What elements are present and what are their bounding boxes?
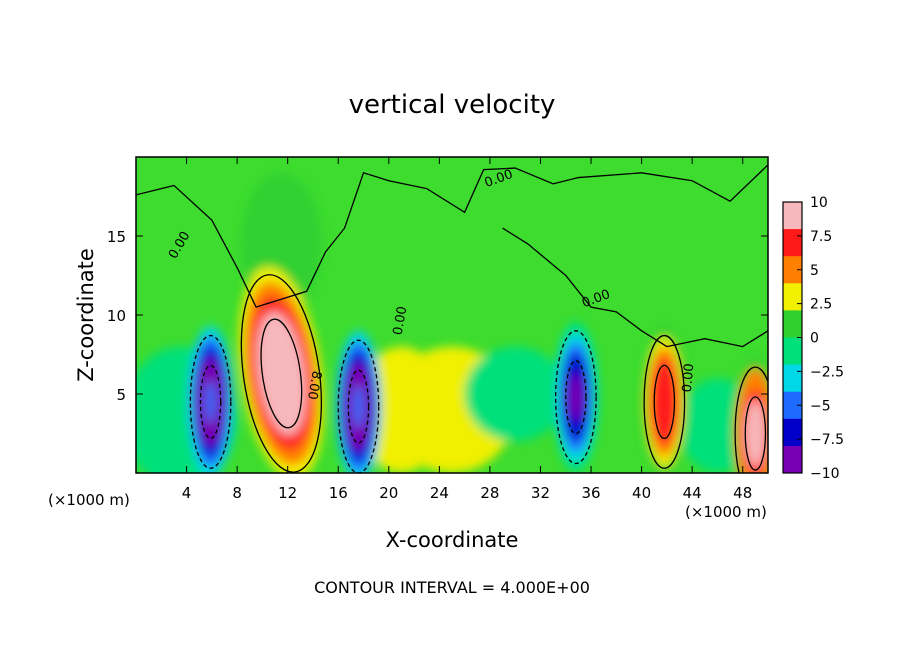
colorbar-swatch xyxy=(783,337,802,366)
contour-line xyxy=(240,274,323,473)
x-tick-label: 44 xyxy=(683,484,702,502)
field-updraft xyxy=(748,410,763,457)
contour-line xyxy=(554,330,597,465)
contour-line xyxy=(189,334,232,469)
y-tick-label: 15 xyxy=(107,228,126,246)
colorbar-tick-label: 0 xyxy=(810,331,819,347)
x-unit-left: (×1000 m) xyxy=(48,491,130,509)
contour-line xyxy=(337,339,380,473)
x-tick-label: 4 xyxy=(182,484,192,502)
field-core xyxy=(205,380,216,424)
chart-title: vertical velocity xyxy=(349,90,556,120)
x-tick-label: 40 xyxy=(632,484,651,502)
x-tick-label: 36 xyxy=(581,484,600,502)
colorbar-tick-label: 7.5 xyxy=(810,229,832,245)
plot-area: 0.000.000.000.000.008.00 xyxy=(136,157,768,473)
x-axis: 4 8 12 16 20 24 28 32 36 40 44 48 xyxy=(182,157,752,502)
y-axis-title: Z-coordinate xyxy=(74,248,98,382)
x-axis-title: X-coordinate xyxy=(386,528,519,552)
field-region xyxy=(464,346,566,442)
colorbar-swatch xyxy=(783,391,802,420)
y-tick-label: 10 xyxy=(107,307,126,325)
x-tick-label: 48 xyxy=(733,484,752,502)
colorbar-swatch xyxy=(783,310,802,338)
field-downdraft xyxy=(569,374,583,420)
x-tick-label: 28 xyxy=(480,484,499,502)
contour-label: 8.00 xyxy=(304,370,324,401)
colorbar-tick-label: −5 xyxy=(810,398,831,414)
contour-line xyxy=(744,396,767,471)
contour-line xyxy=(734,366,768,473)
field-core xyxy=(272,343,291,404)
colorbar-tick-label: 2.5 xyxy=(810,297,832,313)
contour-label: 0.00 xyxy=(680,363,697,393)
x-tick-label: 32 xyxy=(531,484,550,502)
x-tick-label: 8 xyxy=(232,484,242,502)
colorbar: 10 7.5 5 2.5 0 −2.5 −5 −7.5 −10 xyxy=(782,195,844,482)
colorbar-tick-label: 10 xyxy=(810,195,828,211)
colorbar-swatch xyxy=(783,418,802,447)
contour-line xyxy=(347,369,370,444)
contour-line xyxy=(199,364,222,440)
x-tick-label: 24 xyxy=(430,484,449,502)
contour-zero-line xyxy=(502,227,768,348)
x-unit-right: (×1000 m) xyxy=(685,503,767,521)
colorbar-swatch xyxy=(783,364,802,393)
field-core xyxy=(353,385,364,428)
colorbar-swatch xyxy=(783,283,802,311)
contour-line xyxy=(565,360,587,435)
colorbar-swatch xyxy=(783,229,802,257)
field-updraft xyxy=(657,379,672,425)
y-axis: 5 10 15 xyxy=(107,228,768,404)
contour-label: 0.00 xyxy=(391,305,411,336)
contour-line xyxy=(260,318,303,429)
contour-line xyxy=(653,364,676,440)
colorbar-tick-label: −7.5 xyxy=(810,432,844,448)
colorbar-tick-label: −2.5 xyxy=(810,364,844,380)
contour-zero-line xyxy=(136,164,768,308)
velocity-field xyxy=(136,172,768,473)
colorbar-swatch xyxy=(783,202,802,230)
x-tick-label: 16 xyxy=(329,484,348,502)
colorbar-tick-label: 5 xyxy=(810,263,819,279)
x-tick-label: 20 xyxy=(379,484,398,502)
x-tick-label: 12 xyxy=(278,484,297,502)
colorbar-swatch xyxy=(783,445,802,474)
colorbar-swatch xyxy=(783,256,802,284)
y-tick-label: 5 xyxy=(116,386,126,404)
colorbar-tick-label: −10 xyxy=(810,466,840,482)
contour-interval-note: CONTOUR INTERVAL = 4.000E+00 xyxy=(314,578,590,597)
contour-lines xyxy=(136,164,768,473)
contour-line xyxy=(643,334,686,469)
